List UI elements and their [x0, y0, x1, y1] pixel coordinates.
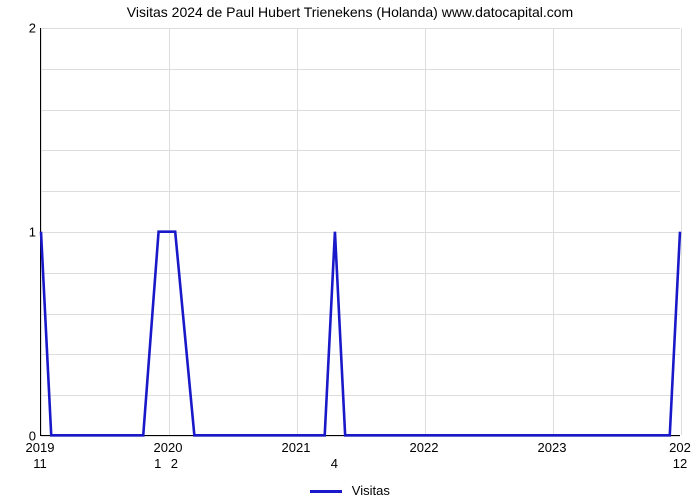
data-point-label: 2 — [171, 456, 178, 471]
legend-swatch — [310, 490, 342, 493]
legend-label: Visitas — [352, 483, 390, 498]
y-tick-label: 2 — [6, 21, 36, 36]
y-tick-label: 1 — [6, 225, 36, 240]
x-tick-label: 2022 — [410, 440, 439, 455]
data-point-label: 1 — [154, 456, 161, 471]
chart-legend: Visitas — [0, 483, 700, 498]
data-point-label: 12 — [673, 456, 687, 471]
x-tick-label: 2021 — [282, 440, 311, 455]
chart-line-series — [41, 28, 680, 435]
chart-title: Visitas 2024 de Paul Hubert Trienekens (… — [0, 4, 700, 20]
x-tick-label: 2019 — [26, 440, 55, 455]
chart-plot-area — [40, 28, 680, 436]
x-tick-label: 2020 — [154, 440, 183, 455]
x-tick-label: 2023 — [538, 440, 567, 455]
data-point-label: 4 — [331, 456, 338, 471]
data-point-label: 11 — [33, 456, 47, 471]
x-tick-label: 202 — [669, 440, 691, 455]
